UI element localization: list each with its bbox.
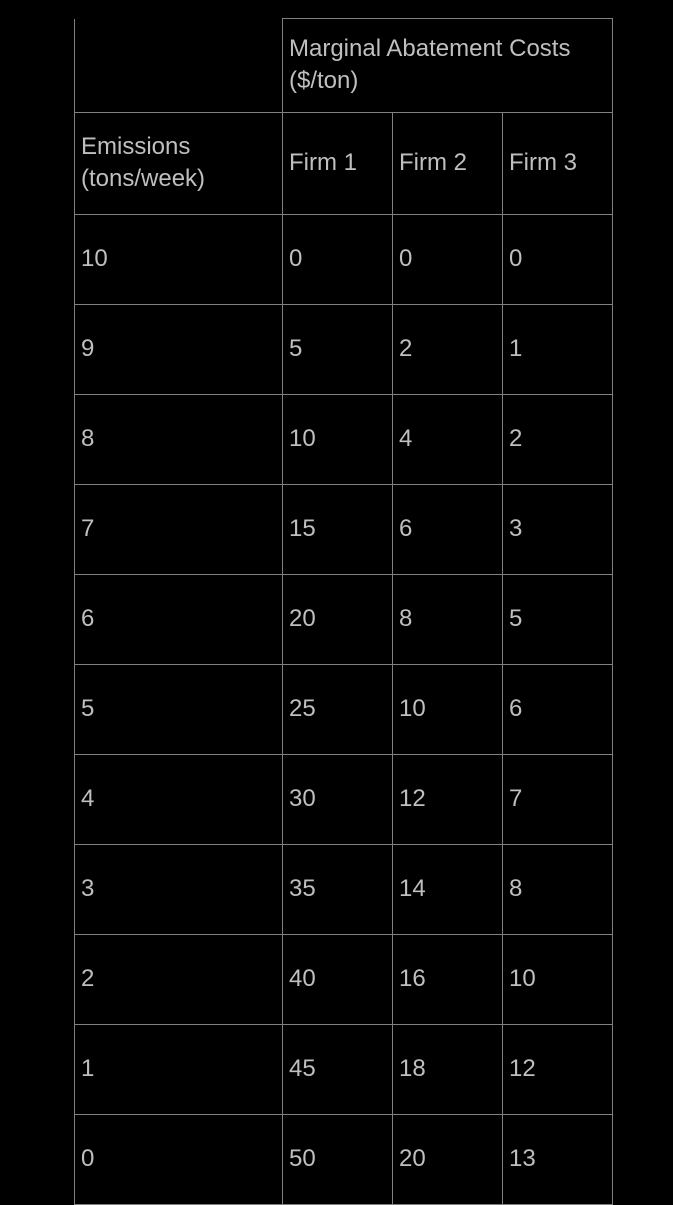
table-row: 5 25 10 6: [75, 664, 613, 754]
firm1-cell: 30: [283, 754, 393, 844]
emissions-cell: 6: [75, 574, 283, 664]
emissions-cell: 9: [75, 304, 283, 394]
firm1-cell: 50: [283, 1114, 393, 1204]
firm2-cell: 8: [393, 574, 503, 664]
firm3-cell: 7: [503, 754, 613, 844]
firm2-cell: 14: [393, 844, 503, 934]
firm1-cell: 0: [283, 214, 393, 304]
firm1-cell: 45: [283, 1024, 393, 1114]
firm2-cell: 2: [393, 304, 503, 394]
column-header-firm1: Firm 1: [283, 112, 393, 214]
table-row: 0 50 20 13: [75, 1114, 613, 1204]
firm2-cell: 12: [393, 754, 503, 844]
emissions-cell: 0: [75, 1114, 283, 1204]
firm1-cell: 20: [283, 574, 393, 664]
column-header-firm2: Firm 2: [393, 112, 503, 214]
table-row: 10 0 0 0: [75, 214, 613, 304]
firm3-cell: 3: [503, 484, 613, 574]
firm1-cell: 10: [283, 394, 393, 484]
table-row: 1 45 18 12: [75, 1024, 613, 1114]
firm3-cell: 2: [503, 394, 613, 484]
table-body: 10 0 0 0 9 5 2 1 8 10 4 2 7 15 6 3 6 20 …: [75, 214, 613, 1204]
abatement-cost-table: Marginal Abatement Costs ($/ton) Emissio…: [74, 18, 613, 1205]
firm2-cell: 10: [393, 664, 503, 754]
firm2-cell: 0: [393, 214, 503, 304]
firm3-cell: 10: [503, 934, 613, 1024]
firm1-cell: 15: [283, 484, 393, 574]
firm3-cell: 6: [503, 664, 613, 754]
firm1-cell: 40: [283, 934, 393, 1024]
emissions-cell: 3: [75, 844, 283, 934]
emissions-cell: 2: [75, 934, 283, 1024]
firm3-cell: 13: [503, 1114, 613, 1204]
table-row: 7 15 6 3: [75, 484, 613, 574]
firm2-cell: 20: [393, 1114, 503, 1204]
firm2-cell: 4: [393, 394, 503, 484]
firm3-cell: 1: [503, 304, 613, 394]
emissions-cell: 8: [75, 394, 283, 484]
table-row: 3 35 14 8: [75, 844, 613, 934]
table-row: 4 30 12 7: [75, 754, 613, 844]
firm3-cell: 8: [503, 844, 613, 934]
emissions-cell: 10: [75, 214, 283, 304]
firm2-cell: 16: [393, 934, 503, 1024]
firm3-cell: 12: [503, 1024, 613, 1114]
table-row: 2 40 16 10: [75, 934, 613, 1024]
column-header-firm3: Firm 3: [503, 112, 613, 214]
table-row: 6 20 8 5: [75, 574, 613, 664]
firm1-cell: 25: [283, 664, 393, 754]
firm2-cell: 18: [393, 1024, 503, 1114]
firm3-cell: 0: [503, 214, 613, 304]
table-row: 9 5 2 1: [75, 304, 613, 394]
emissions-cell: 7: [75, 484, 283, 574]
emissions-header: Emissions (tons/week): [75, 112, 283, 214]
firm3-cell: 5: [503, 574, 613, 664]
firm1-cell: 5: [283, 304, 393, 394]
firm2-cell: 6: [393, 484, 503, 574]
emissions-cell: 1: [75, 1024, 283, 1114]
empty-header-cell: [75, 19, 283, 113]
merged-header-cell: Marginal Abatement Costs ($/ton): [283, 19, 613, 113]
firm1-cell: 35: [283, 844, 393, 934]
emissions-cell: 5: [75, 664, 283, 754]
emissions-cell: 4: [75, 754, 283, 844]
table-row: 8 10 4 2: [75, 394, 613, 484]
